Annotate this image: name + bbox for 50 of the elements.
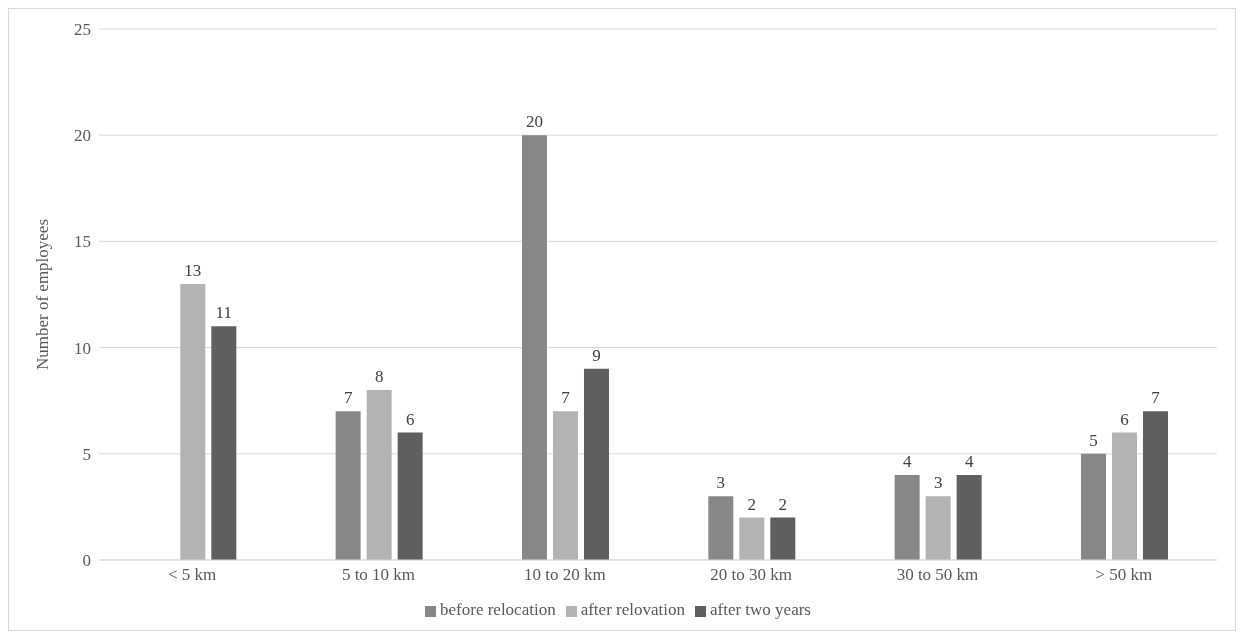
bar bbox=[397, 432, 423, 560]
data-label: 7 bbox=[561, 388, 571, 408]
data-label: 9 bbox=[592, 345, 601, 365]
data-label: 7 bbox=[343, 388, 353, 408]
legend-label: after two years bbox=[709, 600, 811, 619]
data-label: 5 bbox=[1089, 430, 1098, 450]
bar bbox=[894, 475, 920, 560]
x-tick-label: 5 to 10 km bbox=[341, 565, 416, 585]
y-tick-label: 10 bbox=[74, 338, 91, 358]
y-tick-label: 25 bbox=[74, 20, 91, 40]
bar bbox=[770, 517, 796, 560]
x-tick-label: 20 to 30 km bbox=[710, 565, 793, 585]
x-tick-label: > 50 km bbox=[1095, 565, 1153, 585]
data-label: 20 bbox=[525, 112, 543, 132]
data-label: 13 bbox=[184, 260, 202, 280]
bar bbox=[180, 283, 206, 560]
y-tick-label: 0 bbox=[82, 551, 91, 571]
data-label: 8 bbox=[374, 367, 384, 387]
bar bbox=[521, 135, 547, 560]
bar bbox=[925, 496, 951, 560]
x-tick-label: < 5 km bbox=[168, 565, 217, 585]
data-label: 6 bbox=[1120, 409, 1129, 429]
bar bbox=[335, 411, 361, 560]
bar bbox=[708, 496, 734, 560]
x-tick-label: 30 to 50 km bbox=[896, 565, 979, 585]
bar bbox=[739, 517, 765, 560]
legend-label: before relocation bbox=[440, 600, 556, 619]
data-label: 7 bbox=[1151, 388, 1161, 408]
bar bbox=[1142, 411, 1168, 560]
data-label: 4 bbox=[902, 452, 912, 472]
bar bbox=[1080, 453, 1106, 560]
bar bbox=[211, 326, 237, 560]
bar bbox=[956, 475, 982, 560]
data-label: 4 bbox=[964, 452, 974, 472]
data-label: 2 bbox=[747, 494, 757, 514]
y-tick-label: 5 bbox=[82, 444, 91, 464]
x-tick-label: 10 to 20 km bbox=[523, 565, 606, 585]
data-label: 2 bbox=[778, 494, 788, 514]
data-label: 11 bbox=[215, 303, 232, 323]
y-tick-label: 15 bbox=[74, 232, 91, 252]
data-label: 3 bbox=[933, 473, 943, 493]
data-label: 6 bbox=[405, 409, 415, 429]
bar bbox=[366, 390, 392, 560]
y-tick-label: 20 bbox=[74, 126, 91, 146]
bar bbox=[583, 368, 609, 560]
bar bbox=[1111, 432, 1137, 560]
data-label: 3 bbox=[716, 473, 726, 493]
y-axis-title: Number of employees bbox=[33, 218, 53, 371]
legend-label: after relovation bbox=[580, 600, 685, 619]
bar bbox=[552, 411, 578, 560]
